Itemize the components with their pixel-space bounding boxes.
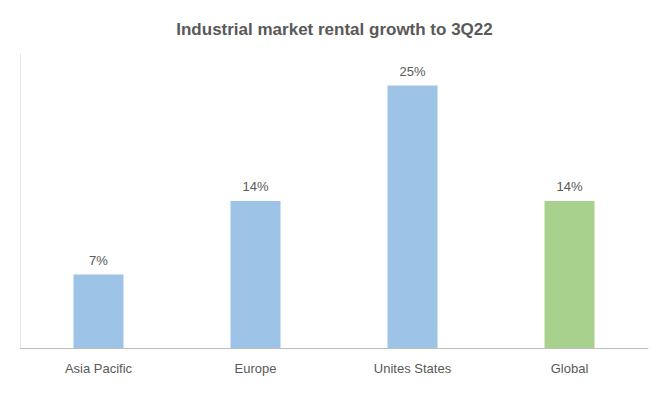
svg-text:Europe: Europe xyxy=(235,361,277,376)
svg-text:Asia Pacific: Asia Pacific xyxy=(65,361,133,376)
svg-text:Unites States: Unites States xyxy=(374,361,452,376)
svg-text:25%: 25% xyxy=(399,64,425,79)
svg-text:Global: Global xyxy=(551,361,589,376)
svg-text:Industrial market rental growt: Industrial market rental growth to 3Q22 xyxy=(176,20,492,39)
svg-text:7%: 7% xyxy=(89,253,108,268)
svg-text:14%: 14% xyxy=(556,179,582,194)
svg-text:14%: 14% xyxy=(242,179,268,194)
